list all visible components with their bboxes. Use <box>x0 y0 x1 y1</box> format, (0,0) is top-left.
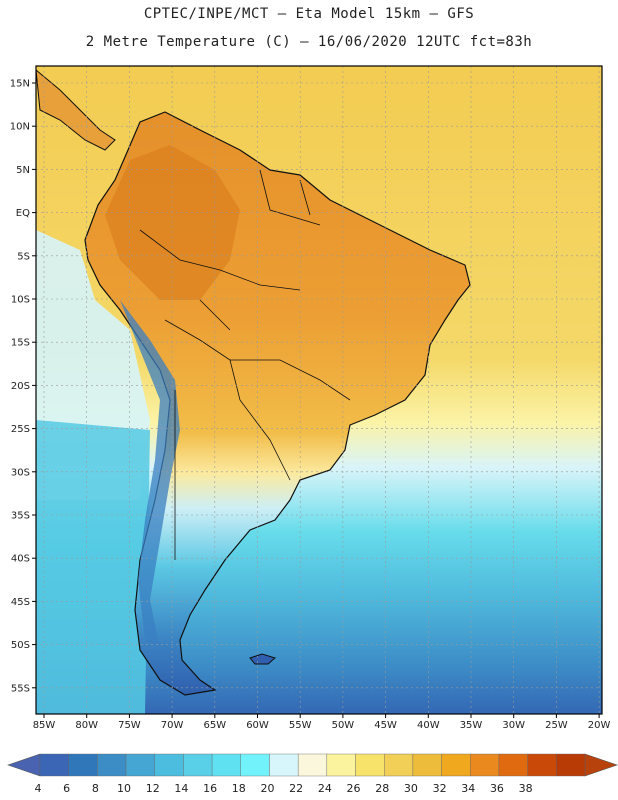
lon-label: 70W <box>161 720 184 731</box>
colorbar-tick: 8 <box>92 782 99 795</box>
pacific-cold-water <box>36 420 150 714</box>
lat-label: 15N <box>10 79 30 90</box>
latitude-labels: 15N 10N 5N EQ 5S 10S 15S 20S 25S 30S 35S 40S 45S 50S 5… <box>10 79 36 694</box>
colorbar-swatch <box>68 753 98 777</box>
lon-label: 60W <box>246 720 269 731</box>
lat-label: 55S <box>11 683 30 694</box>
colorbar-tick: 34 <box>461 782 475 795</box>
colorbar-swatch <box>297 753 328 777</box>
lat-label: 10S <box>11 295 30 306</box>
lon-label: 40W <box>417 720 440 731</box>
lat-label: 20S <box>11 381 30 392</box>
andes-cold-strip <box>120 300 180 650</box>
colorbar-swatch <box>470 753 500 777</box>
lon-label: 25W <box>545 720 568 731</box>
colorbar-swatch <box>154 753 184 777</box>
colorbar-swatch <box>125 753 155 777</box>
amazon-hot-region <box>105 145 240 300</box>
graticule <box>36 66 602 714</box>
colorbar-tick: 20 <box>260 782 274 795</box>
colorbar-tick: 22 <box>289 782 303 795</box>
lon-label: 55W <box>289 720 312 731</box>
colorbar-swatch <box>527 753 557 777</box>
lon-label: 45W <box>374 720 397 731</box>
colorbar-swatch <box>240 753 270 777</box>
colorbar-tick: 28 <box>375 782 389 795</box>
colorbar-tick: 26 <box>347 782 361 795</box>
colorbar-tick: 4 <box>35 782 42 795</box>
lon-label: 30W <box>502 720 525 731</box>
lat-label: 10N <box>10 122 30 133</box>
lat-label: EQ <box>16 208 30 219</box>
colorbar-min-arrow <box>7 753 41 777</box>
colorbar-tick-labels: 4 6 8 10 12 14 16 18 20 22 24 26 28 30 32 34 36 38 <box>35 782 533 795</box>
colorbar-swatch <box>441 753 471 777</box>
lon-label: 75W <box>118 720 141 731</box>
colorbar-swatch <box>412 753 442 777</box>
lat-label: 5S <box>17 251 30 262</box>
title-variable: 2 Metre Temperature (C) – 16/06/2020 12U… <box>85 34 533 50</box>
lon-label: 80W <box>75 720 98 731</box>
colorbar-swatch <box>355 753 385 777</box>
lat-label: 30S <box>11 467 30 478</box>
colorbar-swatch <box>556 753 586 777</box>
colorbar-tick: 24 <box>318 782 332 795</box>
colorbar-swatch <box>97 753 127 777</box>
lat-label: 15S <box>11 338 30 349</box>
colorbar-tick: 14 <box>174 782 188 795</box>
colorbar-tick: 10 <box>117 782 131 795</box>
lat-label: 5N <box>16 165 30 176</box>
colorbar-tick: 36 <box>490 782 504 795</box>
colorbar-swatch <box>269 753 299 777</box>
colorbar-tick: 38 <box>519 782 533 795</box>
colorbar-swatch <box>211 753 241 777</box>
lon-label: 85W <box>33 720 56 731</box>
colorbar-tick: 6 <box>63 782 70 795</box>
falklands-islands <box>249 653 277 665</box>
colorbar-swatch <box>326 753 356 777</box>
lon-label: 50W <box>332 720 355 731</box>
colorbar <box>7 753 618 777</box>
lat-label: 40S <box>11 554 30 565</box>
colorbar-swatch <box>183 753 213 777</box>
colorbar-tick: 18 <box>232 782 246 795</box>
colorbar-tick: 16 <box>203 782 217 795</box>
colorbar-tick: 32 <box>433 782 447 795</box>
lon-label: 35W <box>460 720 483 731</box>
colorbar-tick: 12 <box>146 782 160 795</box>
colorbar-tick: 30 <box>404 782 418 795</box>
title-model: CPTEC/INPE/MCT – Eta Model 15km – GFS <box>143 6 475 22</box>
lat-label: 35S <box>11 511 30 522</box>
country-borders <box>139 169 351 560</box>
colorbar-swatch <box>384 753 414 777</box>
lon-label: 65W <box>203 720 226 731</box>
central-america-land <box>36 69 116 151</box>
colorbar-max-arrow <box>584 753 618 777</box>
longitude-labels: 85W 80W 75W 70W 65W 60W 55W 50W 45W 40W 35W 30W 25W 2… <box>33 714 611 731</box>
lat-label: 50S <box>11 640 30 651</box>
map-frame <box>35 65 603 715</box>
lat-label: 25S <box>11 424 30 435</box>
colorbar-swatch <box>498 753 528 777</box>
colorbar-swatch <box>39 753 69 777</box>
lon-label: 20W <box>588 720 611 731</box>
lat-label: 45S <box>11 597 30 608</box>
